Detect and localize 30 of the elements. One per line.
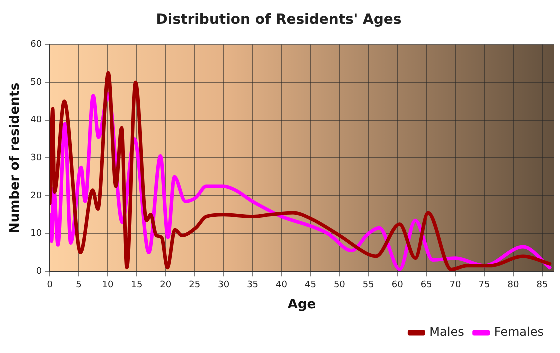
x-tick-label: 60 xyxy=(392,280,404,290)
y-tick-label: 50 xyxy=(30,78,42,88)
y-tick-label: 10 xyxy=(30,229,42,240)
chart-title: Distribution of Residents' Ages xyxy=(156,12,402,28)
x-tick-label: 35 xyxy=(247,280,259,290)
y-tick-label: 30 xyxy=(30,154,42,164)
legend-label: Males xyxy=(430,325,464,340)
x-tick-label: 10 xyxy=(102,280,114,290)
x-tick-label: 25 xyxy=(189,280,201,290)
y-tick-label: 40 xyxy=(30,116,42,126)
x-tick-label: 40 xyxy=(276,280,288,290)
x-tick-label: 70 xyxy=(450,280,462,290)
x-tick-label: 80 xyxy=(508,280,520,290)
y-tick-label: 60 xyxy=(30,40,42,50)
x-tick-label: 50 xyxy=(334,280,346,290)
x-tick-label: 75 xyxy=(478,280,490,290)
legend-label: Females xyxy=(494,325,544,340)
x-tick-label: 15 xyxy=(131,280,143,290)
y-tick-label: 0 xyxy=(36,266,42,277)
y-axis-title: Number of residents xyxy=(8,82,24,234)
x-tick-label: 85 xyxy=(536,280,548,290)
x-tick-label: 5 xyxy=(76,280,82,290)
x-tick-label: 45 xyxy=(304,280,316,290)
x-tick-label: 0 xyxy=(47,280,54,290)
x-axis-title: Age xyxy=(288,298,316,313)
x-tick-label: 20 xyxy=(160,280,172,290)
x-tick-label: 55 xyxy=(362,280,374,290)
y-tick-label: 20 xyxy=(30,191,42,202)
x-tick-label: 65 xyxy=(420,280,432,290)
x-tick-label: 30 xyxy=(218,280,230,290)
